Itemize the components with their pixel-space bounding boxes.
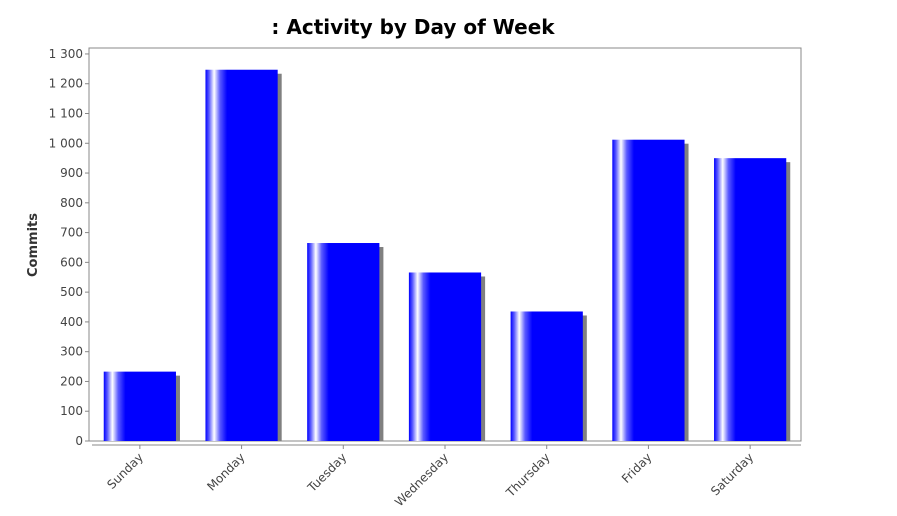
x-tick-label: Thursday <box>503 450 553 500</box>
x-tick-label: Sunday <box>104 450 146 492</box>
y-axis-label: Commits <box>26 213 41 277</box>
y-tick-label: 0 <box>75 434 83 448</box>
y-tick-label: 900 <box>60 166 83 180</box>
bar-monday <box>205 69 278 441</box>
y-tick-label: 600 <box>60 255 83 269</box>
y-tick-label: 200 <box>60 374 83 388</box>
y-tick-label: 400 <box>60 315 83 329</box>
bar-sunday <box>103 371 176 441</box>
y-tick-label: 500 <box>60 285 83 299</box>
x-tick-label: Saturday <box>708 450 756 498</box>
x-axis-ticks: Sunday Monday Tuesday Wednesday Thursday Frid… <box>104 445 756 509</box>
y-axis-ticks: 0 100 200 300 400 500 600 700 800 900 1 000 1 100 1 … <box>49 47 89 448</box>
y-tick-label: 800 <box>60 196 83 210</box>
bar-thursday <box>510 311 583 441</box>
bar-friday <box>612 139 685 441</box>
x-tick-label: Wednesday <box>392 450 451 509</box>
bar-wednesday <box>408 272 482 441</box>
x-tick-label: Monday <box>204 450 247 493</box>
y-tick-label: 1 100 <box>49 107 83 121</box>
x-tick-label: Tuesday <box>304 450 349 495</box>
bars <box>103 69 787 441</box>
chart-title: : Activity by Day of Week <box>271 15 555 39</box>
y-tick-label: 300 <box>60 345 83 359</box>
bar-saturday <box>714 158 787 441</box>
y-tick-label: 1 000 <box>49 136 83 150</box>
y-tick-label: 100 <box>60 404 83 418</box>
y-tick-label: 1 300 <box>49 47 83 61</box>
x-tick-label: Friday <box>619 450 655 486</box>
y-tick-label: 1 200 <box>49 77 83 91</box>
y-tick-label: 700 <box>60 226 83 240</box>
bar-tuesday <box>307 243 380 441</box>
